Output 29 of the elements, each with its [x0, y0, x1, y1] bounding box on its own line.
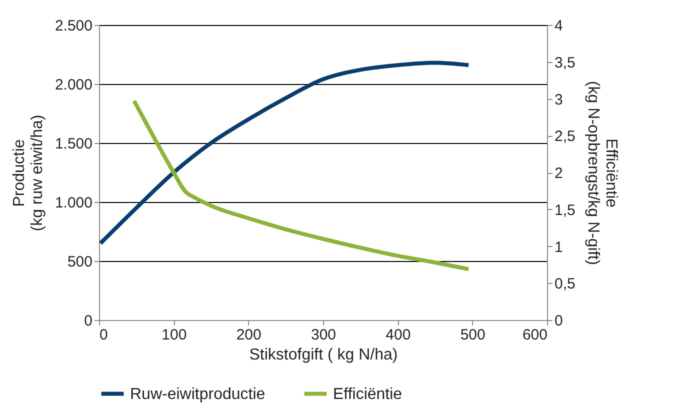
y2-tick-label: 2,5	[554, 128, 576, 146]
y-axis-title: Productie (kg ruw eiwit/ha)	[10, 114, 46, 232]
y-tick-label: 1.500	[54, 136, 92, 152]
y-tick-label: 1.000	[54, 194, 92, 212]
y-tick-label: 2.000	[54, 76, 92, 94]
x-tick-label: 0	[100, 326, 108, 344]
y2-axis-title: Efficiëntie (kg N-opbrengst/kg N-gift)	[584, 80, 620, 266]
y2-tick-label: 3	[554, 91, 563, 108]
line-series	[132, 98, 471, 272]
x-tick-label: 200	[236, 326, 262, 344]
y2-tick-label: 3,5	[554, 54, 576, 72]
y2-tick-label: 4	[554, 18, 563, 34]
y-tick-label: 0	[84, 312, 92, 330]
x-tick-label: 600	[522, 326, 548, 344]
y2-tick-label: 0	[554, 312, 563, 330]
y2-tick-label: 0,5	[554, 276, 576, 293]
legend-label: Efficiëntie	[333, 386, 402, 403]
y-tick-label: 2.500	[54, 18, 92, 34]
x-tick-label: 400	[386, 326, 411, 344]
y2-tick-label: 2	[554, 165, 563, 182]
y2-tick-label: 1,5	[554, 202, 576, 219]
x-tick-label: 300	[310, 326, 336, 344]
x-tick-label: 500	[460, 326, 486, 344]
legend-label: Ruw-eiwitproductie	[130, 386, 266, 403]
y-tick-label: 500	[67, 254, 92, 270]
line-series	[98, 60, 471, 246]
x-axis-title: Stikstofgift ( kg N/ha)	[249, 346, 398, 364]
x-tick-label: 100	[162, 326, 187, 344]
y2-tick-label: 1	[554, 238, 563, 256]
